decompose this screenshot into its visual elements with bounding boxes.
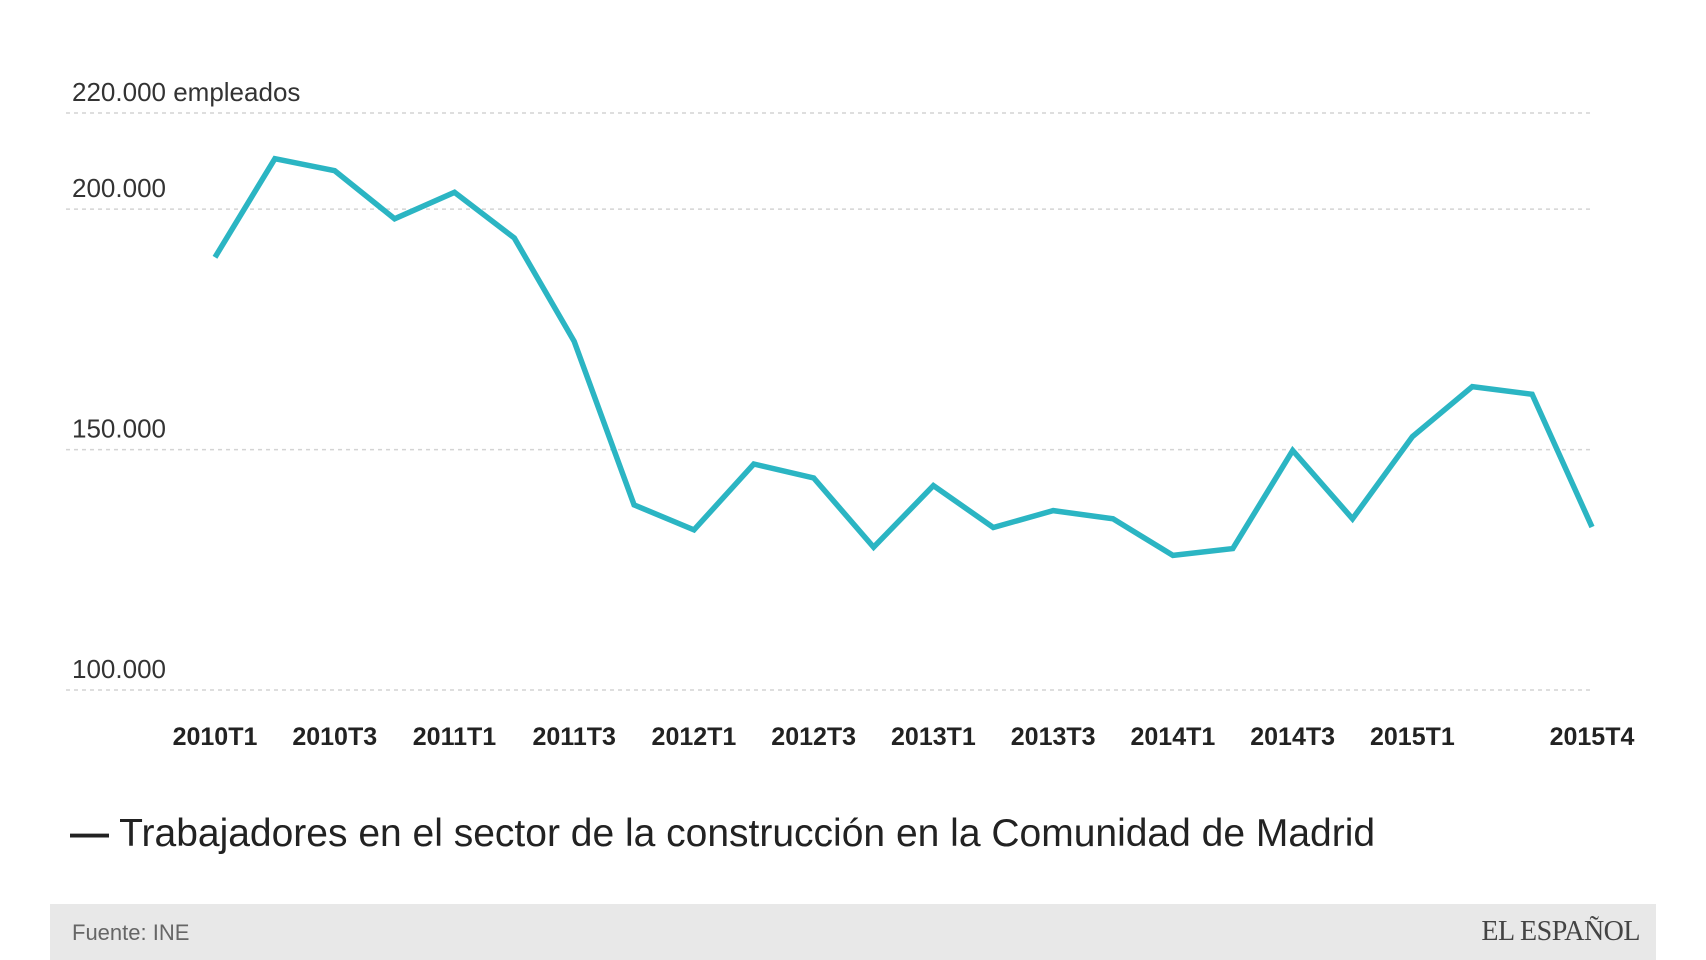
footer: Fuente: INE EL ESPAÑOL	[50, 904, 1656, 960]
x-tick-label: 2013T1	[891, 723, 976, 751]
brand-logo: EL ESPAÑOL	[1481, 916, 1640, 947]
legend-label: Trabajadores en el sector de la construc…	[119, 812, 1376, 855]
y-tick-label: 100.000	[72, 654, 166, 684]
y-tick-label: 150.000	[72, 414, 166, 444]
x-tick-label: 2015T1	[1370, 723, 1455, 751]
x-tick-label: 2013T3	[1011, 723, 1096, 751]
x-tick-label: 2011T1	[413, 723, 497, 751]
x-tick-label: 2015T4	[1550, 723, 1635, 751]
x-tick-label: 2010T1	[173, 723, 258, 751]
x-tick-label: 2014T1	[1131, 723, 1216, 751]
y-tick-label: 220.000 empleados	[72, 77, 300, 107]
x-tick-label: 2012T3	[771, 723, 856, 751]
y-tick-label: 200.000	[72, 173, 166, 203]
x-tick-label: 2014T3	[1250, 723, 1335, 751]
line-chart: 220.000 empleados 200.000 150.000 100.000 20…	[66, 77, 1635, 751]
legend: — Trabajadores en el sector de la constr…	[70, 812, 1375, 856]
x-tick-label: 2010T3	[292, 723, 377, 751]
source-note: Fuente: INE	[72, 920, 190, 945]
x-tick-label: 2011T3	[533, 723, 616, 751]
series-line	[212, 155, 1595, 559]
x-tick-label: 2012T1	[652, 723, 737, 751]
legend-marker: —	[70, 812, 109, 855]
